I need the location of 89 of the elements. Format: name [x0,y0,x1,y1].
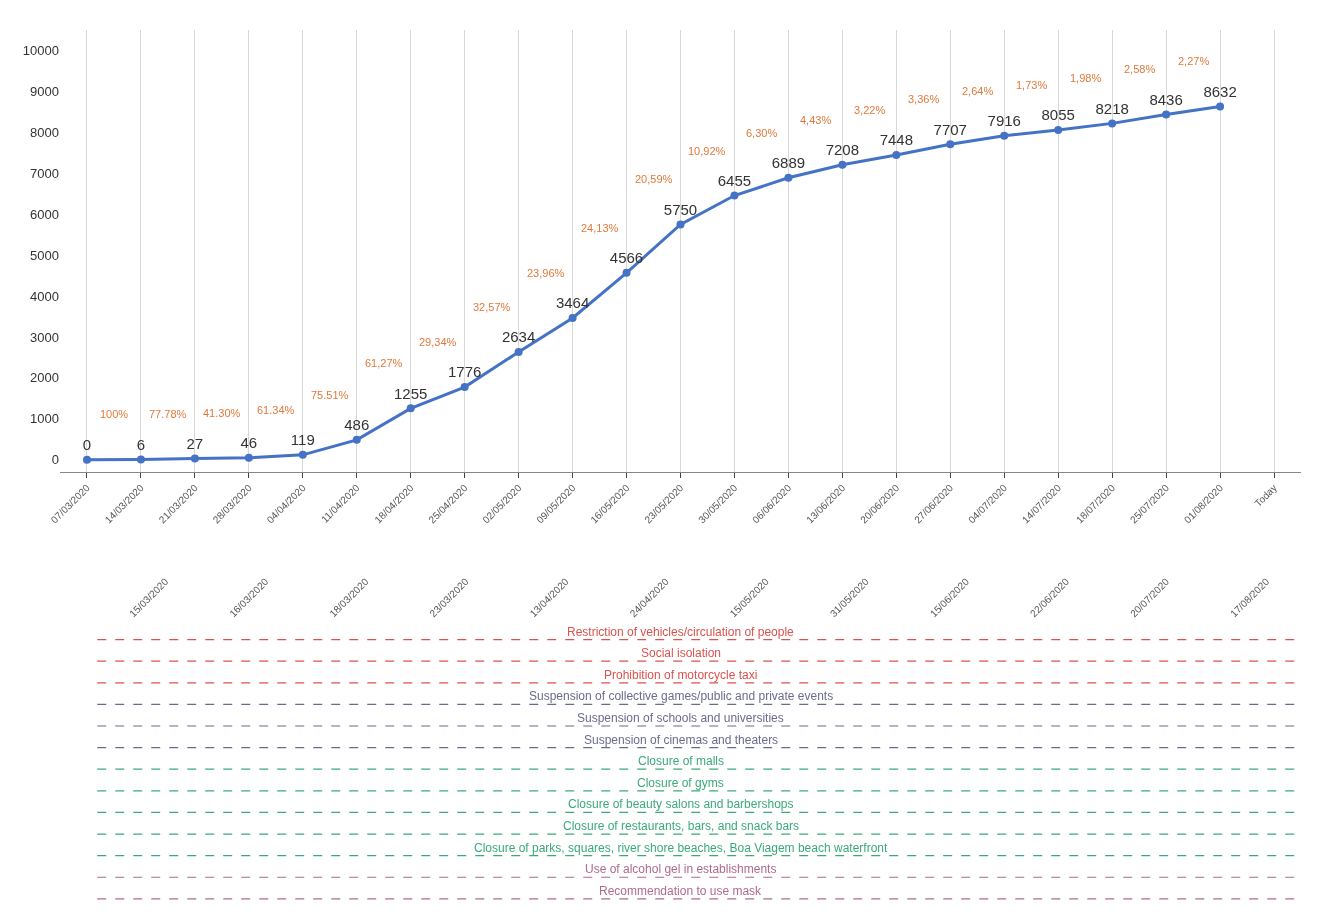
data-label: 8218 [1095,99,1129,117]
point [1162,110,1171,119]
data-label: 27 [186,434,204,452]
annotation: 3,36% [908,93,940,105]
text: Closure of restaurants, bars, and snack bars [563,819,800,833]
data-label: 5750 [663,200,698,218]
annotation: 41.30% [203,407,241,419]
annotation: 1,73% [1016,79,1048,91]
text: Closure of gyms [637,776,724,790]
y-tick-label: 2000 [30,370,59,386]
annotation: 2,64% [962,85,994,97]
point [568,313,577,322]
point [1054,126,1063,135]
point [514,347,523,356]
annotation: 10,92% [688,145,726,157]
point [946,140,955,149]
annotation: 1,98% [1070,72,1102,84]
point [298,450,307,459]
annotation: 20,59% [635,173,673,185]
annotation: 61,27% [365,357,403,369]
point [82,455,91,464]
annotation: 4,43% [800,114,832,126]
annotation: 24,13% [581,222,619,234]
annotation: 23,96% [527,267,565,279]
annotation: 6,30% [746,127,778,139]
point [406,404,415,413]
data-label: 7448 [879,131,914,149]
text: Closure of beauty salons and barbershops [568,797,794,811]
data-label: 7707 [933,120,967,138]
text: Closure of parks, squares, river shore beaches, Boa Viagem beach waterfront [474,841,888,855]
point [244,453,253,462]
text: Suspension of cinemas and theaters [584,733,779,747]
data-label: 7916 [987,112,1021,129]
point [676,220,685,229]
data-label: 6 [136,435,146,453]
y-tick-label: 9000 [30,83,59,99]
y-tick-label: 10000 [22,43,59,59]
text: Recommendation to use mask [599,884,763,898]
data-label: 2634 [501,328,536,346]
data-label: 8055 [1041,106,1075,124]
point [1000,131,1009,140]
annotation: 61.34% [257,404,295,416]
point [838,160,847,169]
annotation: 75.51% [311,389,349,401]
data-label: 8632 [1203,82,1237,100]
text: Suspension of collective games/public and private events [529,689,834,703]
point [190,454,199,463]
annotation: 2,58% [1124,63,1156,75]
annotation: 100% [100,408,129,420]
text: Restriction of vehicles/circulation of people [567,625,795,639]
data-label: 0 [82,435,92,453]
data-label: 1776 [447,363,482,381]
text: Suspension of schools and universities [577,711,784,725]
y-tick-label: 1000 [30,411,59,427]
point [352,435,361,444]
data-label: 6889 [771,154,806,172]
point [1108,119,1117,128]
point [460,383,469,392]
data-label: 7208 [825,140,860,158]
point [622,268,631,277]
y-tick-label: 8000 [30,124,59,140]
text: Use of alcohol gel in establishments [585,862,777,876]
data-label: 8436 [1149,90,1183,108]
annotation: 3,22% [854,104,886,116]
y-tick-label: 6000 [30,206,59,222]
annotation: 29,34% [419,336,457,348]
data-label: 46 [240,434,258,452]
data-label: 1255 [394,384,428,402]
point [136,455,145,464]
data-label: 119 [290,431,315,449]
y-tick-label: 4000 [30,288,59,304]
y-tick-label: 3000 [30,329,59,345]
annotation: 2,27% [1178,55,1210,67]
y-tick-label: 0 [51,452,59,468]
data-label: 486 [344,416,370,434]
point [892,150,901,159]
text: Prohibition of motorcycle taxi [604,668,758,682]
point [730,191,739,200]
text: Closure of malls [638,754,725,768]
data-label: 3464 [555,294,590,312]
data-label: 4566 [609,249,644,267]
data-label: 6455 [717,171,752,189]
y-tick-label: 7000 [30,165,59,181]
text: Social isolation [641,646,722,660]
point [1216,102,1225,111]
y-tick-label: 5000 [30,247,59,263]
annotation: 77.78% [149,408,187,420]
point [784,173,793,182]
annotation: 32,57% [473,301,511,313]
